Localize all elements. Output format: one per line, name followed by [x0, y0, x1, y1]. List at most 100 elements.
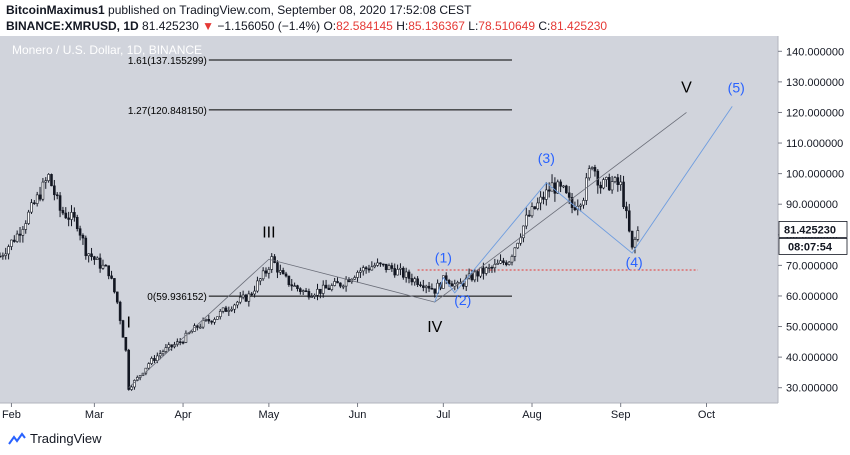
y-tick-label: 110.000000: [786, 138, 843, 150]
candle-body: [496, 263, 499, 265]
fib-level-label: 0(59.936152): [147, 292, 207, 303]
candle-body: [416, 278, 419, 286]
candle-body: [213, 319, 216, 323]
candle-body: [605, 177, 608, 180]
sub-wave-label: (2): [454, 292, 471, 308]
candle-body: [510, 256, 514, 263]
candle-body: [164, 347, 168, 352]
candle-body: [407, 271, 411, 279]
candle-body: [244, 294, 248, 302]
y-tick-label: 50.000000: [786, 322, 838, 334]
candle-body: [256, 280, 259, 292]
main-wave-label: I: [126, 315, 130, 332]
candle-body: [573, 207, 577, 211]
candle-body: [404, 271, 408, 278]
candle-body: [636, 230, 640, 240]
x-tick-label: Oct: [698, 409, 715, 421]
candle-body: [301, 290, 305, 293]
candle-body: [582, 200, 585, 206]
candle-body: [190, 331, 193, 334]
footer-brand: TradingView: [30, 431, 102, 446]
candle-body: [279, 270, 282, 273]
candle-body: [504, 262, 508, 265]
candle-body: [47, 174, 50, 181]
candle-body: [167, 344, 171, 348]
candle-body: [221, 307, 225, 312]
candle-body: [98, 257, 102, 269]
tradingview-logo-icon: [8, 431, 26, 445]
countdown-tag: [778, 238, 848, 255]
candle-body: [21, 229, 25, 236]
candle-body: [73, 212, 76, 218]
symbol-info: BINANCE:XMRUSD, 1D 81.425230 ▼ −1.156050…: [6, 18, 607, 34]
candle-body: [118, 301, 122, 321]
x-tick-label: Jul: [436, 409, 450, 421]
candle-body: [456, 282, 459, 285]
candle-body: [90, 253, 93, 257]
candle-body: [236, 301, 239, 306]
high-value: 85.136367: [408, 19, 465, 33]
candle-body: [284, 273, 288, 277]
candle-body: [293, 285, 296, 287]
sub-wave-label: (1): [435, 250, 452, 266]
change-arrow-icon: ▼: [202, 19, 214, 33]
close-label: C:: [538, 19, 551, 33]
price-change: −1.156050 (−1.4%): [217, 19, 321, 33]
sub-wave-label: (5): [728, 79, 745, 95]
author-name: BitcoinMaximus1: [6, 3, 105, 17]
sub-wave-label: (4): [626, 254, 643, 270]
candle-body: [579, 204, 582, 207]
candle-body: [227, 310, 231, 312]
candle-body: [536, 202, 540, 210]
candle-body: [216, 316, 219, 320]
candle-body: [110, 275, 113, 279]
main-wave-label: IV: [427, 319, 442, 336]
candle-body: [55, 194, 59, 197]
sub-wave-path: [434, 106, 733, 303]
candle-body: [562, 185, 565, 188]
candle-body: [433, 288, 437, 294]
candle-body: [516, 242, 520, 249]
price-chart[interactable]: Monero / U.S. Dollar, 1D, BINANCE 1.61(1…: [0, 36, 850, 426]
y-tick-label: 30.000000: [786, 383, 838, 395]
candle-body: [316, 288, 319, 296]
y-tick-label: 130.000000: [786, 77, 844, 89]
x-tick-label: Feb: [2, 409, 21, 421]
candle-body: [430, 287, 434, 290]
candle-body: [78, 228, 82, 236]
candle-body: [196, 325, 199, 328]
candle-body: [95, 257, 99, 260]
candle-body: [513, 247, 517, 257]
candle-body: [153, 358, 156, 361]
candle-body: [364, 267, 368, 270]
candle-body: [238, 296, 242, 303]
candle-body: [198, 326, 202, 329]
candle-body: [381, 263, 385, 266]
high-label: H:: [396, 19, 409, 33]
candle-body: [64, 212, 68, 219]
candle-body: [84, 237, 88, 257]
candle-body: [210, 320, 213, 323]
candle-body: [619, 181, 622, 185]
fib-level-label: 1.27(120.848150): [128, 106, 207, 117]
candle-body: [542, 196, 545, 200]
candle-body: [444, 275, 448, 281]
candle-body: [50, 174, 53, 187]
plot-background: [0, 36, 778, 403]
candle-body: [307, 291, 311, 298]
candle-body: [507, 261, 511, 265]
candle-body: [281, 270, 285, 275]
main-wave-label: III: [262, 224, 275, 241]
candle-body: [373, 265, 376, 268]
candle-body: [0, 255, 2, 258]
candle-body: [87, 253, 90, 257]
candle-body: [499, 260, 502, 264]
candle-body: [450, 283, 454, 287]
candle-body: [241, 294, 245, 298]
candle-body: [487, 267, 491, 269]
x-tick-label: Jun: [349, 409, 367, 421]
candle-body: [442, 275, 445, 289]
candle-body: [4, 253, 8, 256]
candle-body: [287, 275, 291, 286]
y-tick-label: 140.000000: [786, 46, 844, 58]
